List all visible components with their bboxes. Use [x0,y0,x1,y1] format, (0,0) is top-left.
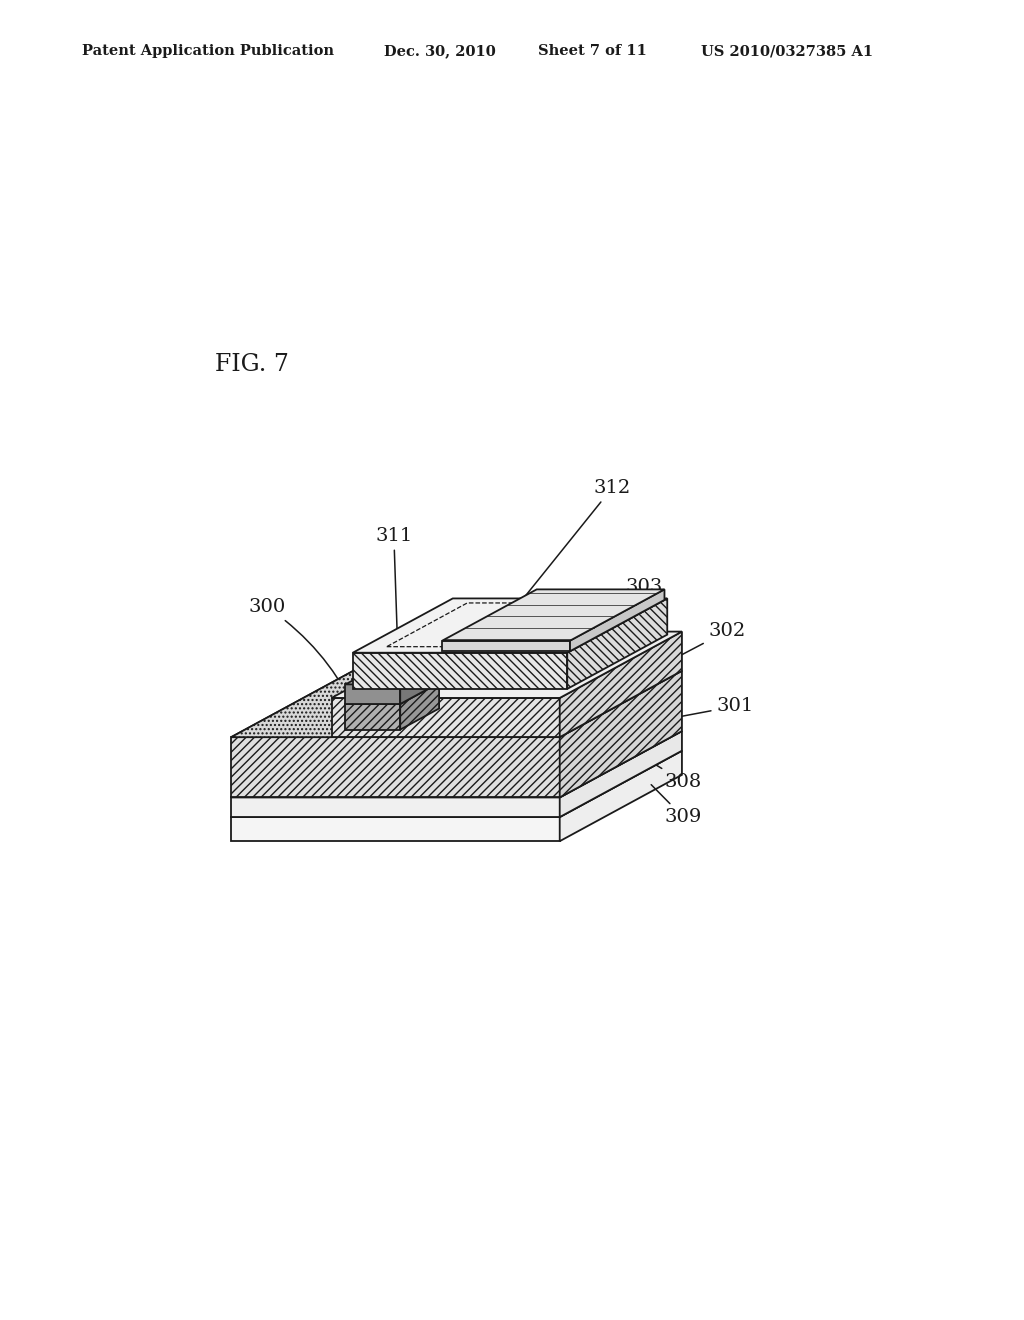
Polygon shape [231,797,560,817]
Polygon shape [231,817,560,841]
Polygon shape [442,640,570,651]
Polygon shape [567,598,668,689]
Polygon shape [560,731,682,817]
Polygon shape [345,684,400,704]
Text: 308: 308 [651,762,702,791]
Text: 302: 302 [651,622,745,671]
Text: US 2010/0327385 A1: US 2010/0327385 A1 [701,45,873,58]
Text: 301: 301 [652,697,754,722]
Polygon shape [231,671,682,737]
Polygon shape [570,590,665,651]
Polygon shape [442,590,665,640]
Text: 312: 312 [498,479,631,631]
Polygon shape [332,698,560,737]
Polygon shape [560,751,682,841]
Text: Patent Application Publication: Patent Application Publication [82,45,334,58]
Polygon shape [231,751,682,817]
Polygon shape [345,682,439,704]
Polygon shape [231,731,682,797]
Polygon shape [231,737,560,797]
Polygon shape [231,671,454,737]
Text: Sheet 7 of 11: Sheet 7 of 11 [538,45,646,58]
Text: FIG. 7: FIG. 7 [215,354,289,376]
Polygon shape [353,652,567,689]
Polygon shape [560,671,682,797]
Text: 311: 311 [375,527,413,667]
Text: 309: 309 [651,784,702,826]
Polygon shape [560,631,682,737]
Polygon shape [400,682,439,730]
Polygon shape [332,631,682,698]
Text: 303: 303 [626,578,663,655]
Text: 300: 300 [248,598,359,718]
Polygon shape [345,663,439,684]
Text: Dec. 30, 2010: Dec. 30, 2010 [384,45,496,58]
Polygon shape [345,704,400,730]
Polygon shape [353,598,668,652]
Polygon shape [400,663,439,704]
